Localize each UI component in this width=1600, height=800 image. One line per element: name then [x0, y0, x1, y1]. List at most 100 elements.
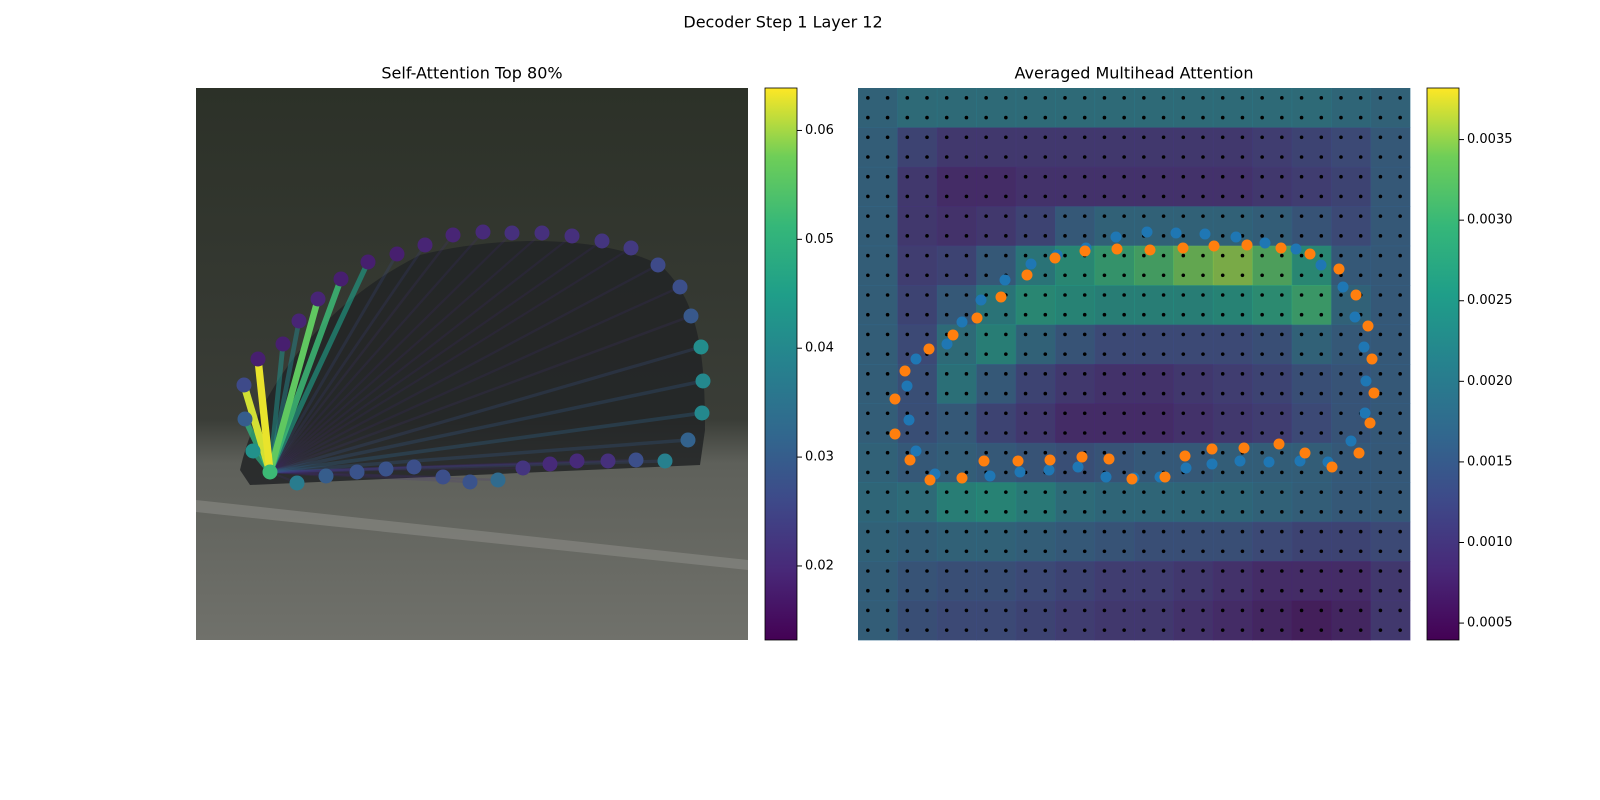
grid-dot	[1240, 569, 1245, 573]
grid-dot	[1142, 628, 1146, 632]
grid-dot	[925, 135, 929, 140]
heat-cell	[1370, 403, 1411, 444]
heat-cell	[1134, 600, 1174, 641]
grid-dot	[1319, 155, 1324, 159]
grid-dot	[1063, 273, 1067, 278]
heat-cell	[1094, 600, 1135, 641]
grid-dot	[1102, 273, 1107, 278]
grid-dot	[866, 391, 870, 396]
grid-dot	[1398, 411, 1402, 416]
heat-cell	[897, 88, 938, 128]
heat-cell	[1212, 561, 1253, 602]
attention-line	[269, 466, 524, 474]
grid-dot	[1102, 510, 1107, 514]
heat-cell	[1331, 521, 1372, 562]
grid-dot	[964, 234, 969, 238]
grid-dot	[1142, 510, 1146, 514]
grid-dot	[1260, 352, 1264, 356]
grid-dot	[1004, 549, 1008, 554]
grid-dot	[1201, 490, 1205, 494]
grid-dot	[905, 96, 910, 100]
grid-dot	[1004, 214, 1008, 218]
grid-dot	[1299, 588, 1304, 593]
grid-dot	[866, 155, 870, 159]
grid-dot	[1043, 450, 1048, 455]
grid-dot	[1319, 608, 1324, 613]
grid-dot	[1260, 588, 1264, 593]
grid-dot	[1240, 352, 1245, 356]
grid-dot	[1339, 490, 1343, 494]
heat-cell	[976, 324, 1017, 365]
heat-cell	[1134, 127, 1174, 168]
grid-dot	[1201, 135, 1205, 140]
grid-dot	[1378, 194, 1383, 199]
grid-dot	[1161, 569, 1166, 573]
grid-dot	[1023, 628, 1028, 632]
heat-cell	[1291, 285, 1332, 326]
grid-dot	[1161, 174, 1166, 179]
grid-dot	[944, 115, 949, 120]
attention-line	[269, 285, 681, 474]
grid-dot	[1122, 135, 1126, 140]
heat-cell	[1094, 127, 1135, 168]
point	[956, 316, 968, 328]
grid-dot	[1220, 293, 1225, 297]
grid-dot	[905, 490, 910, 494]
point	[923, 343, 935, 355]
point	[984, 470, 996, 482]
heat-cell	[897, 403, 938, 444]
heat-cell	[858, 245, 898, 286]
grid-dot	[1201, 194, 1205, 199]
grid-dot	[925, 372, 929, 376]
grid-dot	[964, 608, 969, 613]
heat-cell	[1015, 521, 1056, 562]
grid-dot	[1161, 352, 1166, 356]
point	[1290, 243, 1302, 255]
heat-cell	[1134, 521, 1174, 562]
heat-cell	[1331, 88, 1372, 128]
heat-cell	[1173, 285, 1214, 326]
point	[971, 312, 983, 324]
grid-dot	[1220, 628, 1225, 632]
grid-dot	[1102, 450, 1107, 455]
grid-dot	[944, 608, 949, 613]
grid-dot	[1023, 490, 1028, 494]
grid-dot	[984, 529, 988, 534]
heat-cell	[1055, 482, 1096, 523]
grid-dot	[1161, 411, 1166, 416]
heat-cell	[858, 166, 898, 207]
grid-dot	[1280, 470, 1284, 475]
heat-cell	[1291, 88, 1332, 128]
grid-dot	[1339, 214, 1343, 218]
grid-dot	[1122, 490, 1126, 494]
grid-dot	[1122, 96, 1126, 100]
grid-dot	[1082, 174, 1087, 179]
heat-cell	[897, 127, 938, 168]
grid-dot	[984, 293, 988, 297]
grid-dot	[1043, 115, 1048, 120]
grid-dot	[1398, 96, 1402, 100]
grid-dot	[1122, 253, 1126, 258]
grid-dot	[1063, 174, 1067, 179]
grid-dot	[905, 194, 910, 199]
grid-dot	[866, 234, 870, 238]
grid-dot	[944, 391, 949, 396]
grid-dot	[944, 372, 949, 376]
grid-dot	[964, 312, 969, 317]
point	[1170, 227, 1182, 239]
heat-cell	[1015, 166, 1056, 207]
heat-cell	[1094, 166, 1135, 207]
grid-dot	[1082, 391, 1087, 396]
grid-dot	[1358, 628, 1363, 632]
point	[889, 393, 901, 405]
tick-label: 0.06	[805, 123, 834, 138]
grid-dot	[885, 450, 890, 455]
grid-dot	[1378, 608, 1383, 613]
grid-dot	[1319, 411, 1324, 416]
grid-dot	[1142, 96, 1146, 100]
grid-dot	[1398, 490, 1402, 494]
grid-dot	[1142, 155, 1146, 159]
grid-dot	[885, 470, 890, 475]
point	[445, 227, 461, 243]
attention-line	[268, 244, 427, 473]
